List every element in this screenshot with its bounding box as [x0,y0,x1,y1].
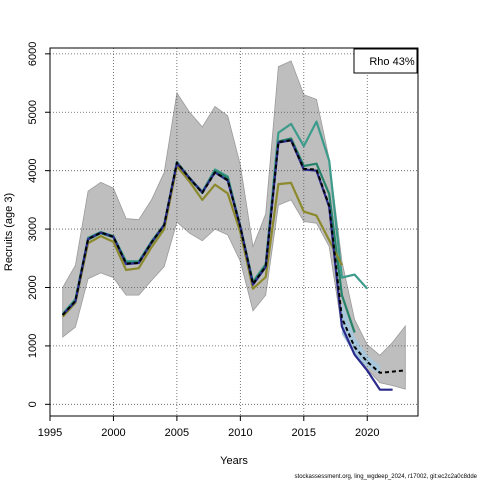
x-tick-label: 2005 [165,427,189,439]
legend: Rho 43% [353,48,418,74]
y-axis-title: Recruits (age 3) [3,193,15,271]
x-axis-title: Years [220,455,248,467]
legend-box [353,48,418,74]
x-tick-label: 2000 [101,427,125,439]
x-tick-label: 2020 [355,427,379,439]
y-tick-label: 2000 [27,275,39,299]
confidence-band-layer [62,60,406,390]
x-tick-label: 1995 [38,427,62,439]
y-tick-label: 0 [27,401,39,407]
forecast-band [341,302,380,374]
y-tick-label: 3000 [27,217,39,241]
plot-frame [49,47,419,417]
x-tick-label: 2015 [292,427,316,439]
y-tick-label: 4000 [27,158,39,182]
y-tick-label: 1000 [27,334,39,358]
series-layer [61,120,406,391]
confidence-band [62,60,406,390]
legend-text: Rho 43% [369,56,414,68]
series-line-2 [61,164,343,318]
footer-source: stockassessment.org, ling_wgdeep_2024, r… [295,474,478,480]
axis-layer: 1995 2000 2005 2010 2015 2020 0 1000 2000 3000 400… [27,42,379,439]
series-line-4 [61,139,406,374]
y-tick-label: 5000 [27,100,39,124]
y-tick-label: 6000 [27,42,39,66]
x-tick-label: 2010 [228,427,252,439]
